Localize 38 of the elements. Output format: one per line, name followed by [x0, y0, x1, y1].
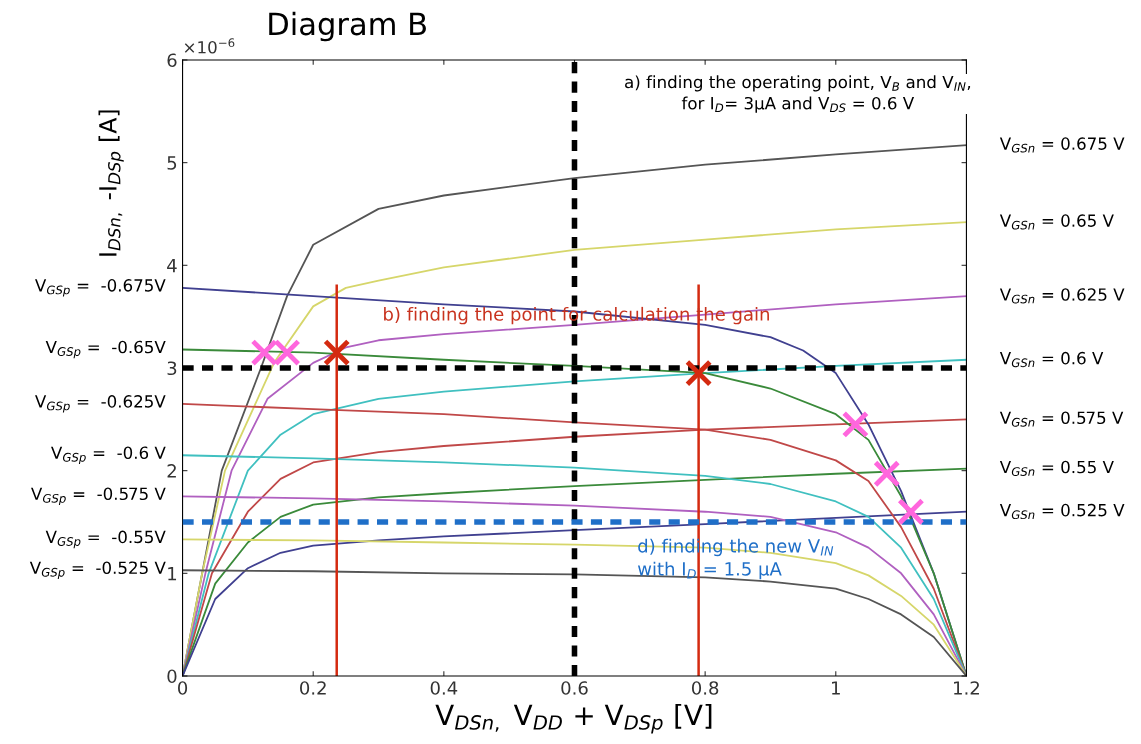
- x-tick-label: 1.2: [954, 681, 979, 695]
- series-label: V$_{GSp}$ = -0.675V: [35, 279, 166, 297]
- y-tick-label: 1: [168, 567, 177, 581]
- text: V$_{GSn}$ = 0.625 V: [999, 288, 1125, 304]
- text: a) finding the operating point, V$_{B}$ and V$_{IN}$, for I$_{D}$= 3μA and V$_{DS}$ = 0.6 V: [625, 75, 971, 113]
- point: [684, 359, 713, 387]
- series-label: V$_{GSp}$ = -0.625V: [35, 395, 166, 413]
- x-tick-label: 1: [832, 681, 840, 695]
- text: V$_{GSn}$ = 0.6 V: [999, 351, 1104, 368]
- text: V$_{GSn}$ = 0.575 V: [999, 411, 1124, 427]
- series-label: V$_{GSp}$ = -0.525 V: [29, 561, 166, 579]
- text: ×10$^{−6}$: [184, 38, 235, 54]
- x-axis-title: V$_{DSn,}$ V$_{DD}$ + V$_{DSp}$ [V]: [435, 703, 712, 734]
- point: [841, 410, 870, 439]
- text: V$_{GSn}$ = 0.65 V: [999, 214, 1114, 230]
- x-tick-label: 0.6: [561, 681, 588, 695]
- y-tick-label: 0: [167, 669, 177, 684]
- series-label: V$_{GSp}$ = -0.575 V: [31, 487, 166, 506]
- x-tick-label: 0.8: [691, 681, 719, 695]
- x-tick-label: 0: [178, 681, 188, 695]
- y-tick-label: 3: [167, 361, 177, 376]
- series-label: V$_{GSp}$ = -0.6 V: [51, 446, 166, 464]
- y-tick-label: 2: [167, 464, 176, 478]
- point: [873, 460, 901, 488]
- text: V$_{GSn}$ = 0.525 V: [999, 503, 1125, 520]
- x-tick-label: 0.4: [430, 681, 458, 695]
- y-axis-title: I$_{DSn,}$ -I$_{DSp}$ [A]: [98, 110, 124, 256]
- y-tick-label: 6: [167, 53, 177, 68]
- series-label: V$_{GSp}$ = -0.65V: [45, 340, 166, 359]
- point: [897, 498, 925, 526]
- x-tick-label: 0.2: [300, 681, 326, 695]
- text: V$_{GSn}$ = 0.55 V: [999, 460, 1114, 476]
- series-label: V$_{GSp}$ = -0.55V: [45, 530, 166, 549]
- text: V$_{GSn}$ = 0.675 V: [999, 137, 1125, 153]
- chart-title: Diagram B: [269, 11, 426, 42]
- y-tick-label: 4: [167, 259, 177, 273]
- y-tick-label: 5: [167, 156, 177, 170]
- point: [323, 338, 351, 367]
